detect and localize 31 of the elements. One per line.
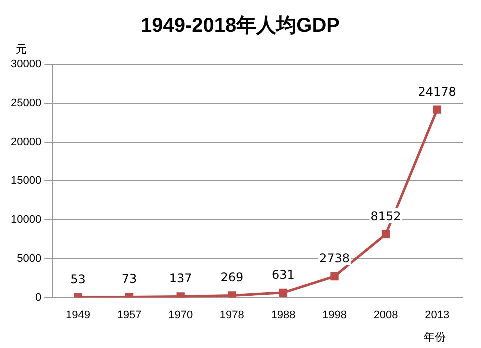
x-tick-label: 1949: [66, 309, 90, 322]
y-tick-label: 0: [35, 292, 42, 304]
point: [433, 106, 442, 114]
point: [279, 288, 288, 297]
y-tick-label: 15000: [10, 175, 42, 188]
y-tick-label: 30000: [10, 58, 42, 71]
x-tick-label: 1998: [322, 309, 347, 322]
data-label: 2738: [319, 252, 350, 266]
x-axis-title: 年份: [424, 331, 446, 344]
chart-title: 1949-2018年人均GDP: [140, 14, 341, 39]
point: [228, 292, 236, 298]
x-tick-label: 1957: [117, 309, 142, 322]
y-tick-label: 10000: [10, 214, 42, 226]
data-label: 8152: [370, 209, 402, 224]
y-tick-label: 25000: [10, 98, 42, 110]
data-label: 24178: [418, 84, 456, 99]
x-tick-label: 2013: [425, 309, 450, 322]
y-tick-label: 5000: [17, 252, 42, 265]
x-tick-label: 1988: [271, 309, 296, 322]
x-tick-label: 1970: [168, 309, 194, 322]
data-label: 269: [220, 270, 244, 285]
point: [330, 272, 339, 281]
data-label: 137: [169, 272, 192, 286]
x-tick-label: 1978: [220, 309, 244, 322]
point: [382, 230, 390, 239]
data-label: 631: [272, 268, 295, 282]
y-tick-label: 20000: [10, 136, 42, 148]
data-label: 53: [70, 272, 86, 286]
y-axis-title: 元: [16, 42, 27, 57]
x-tick-label: 2008: [374, 309, 398, 322]
data-label: 73: [122, 272, 138, 286]
